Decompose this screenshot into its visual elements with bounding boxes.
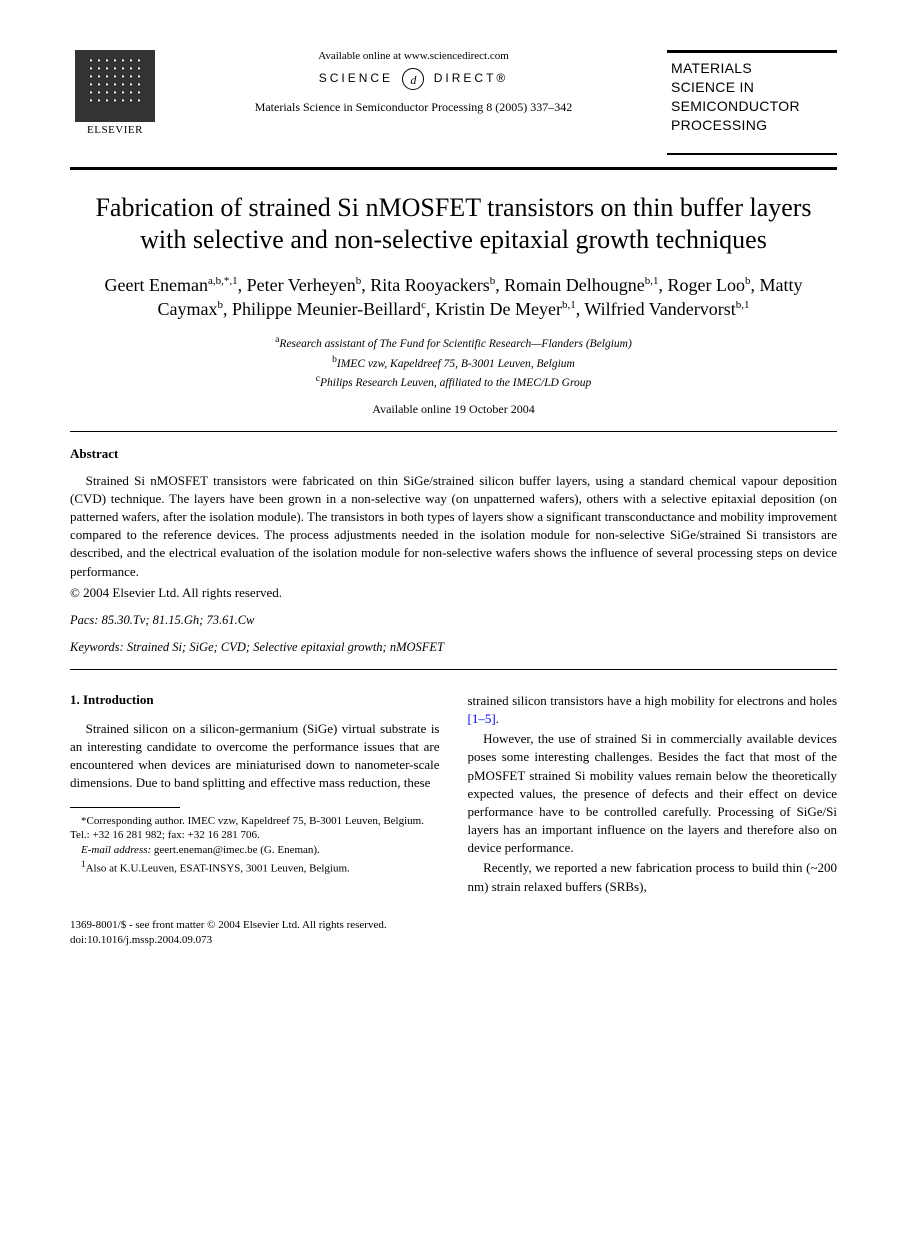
available-online-line: Available online at www.sciencedirect.co…	[170, 50, 657, 62]
pacs-label: Pacs:	[70, 613, 98, 627]
page-footer: 1369-8001/$ - see front matter © 2004 El…	[70, 918, 837, 948]
intro-para-2: strained silicon transistors have a high…	[468, 692, 838, 728]
section-1-heading: 1. Introduction	[70, 692, 440, 708]
elsevier-tree-icon	[75, 50, 155, 122]
abstract-text: Strained Si nMOSFET transistors were fab…	[70, 472, 837, 581]
page-header: ELSEVIER Available online at www.science…	[70, 50, 837, 155]
body-columns: 1. Introduction Strained silicon on a si…	[70, 692, 837, 898]
keywords-line: Keywords: Strained Si; SiGe; CVD; Select…	[70, 640, 837, 655]
article-title: Fabrication of strained Si nMOSFET trans…	[80, 192, 827, 257]
affiliation-c: cPhilips Research Leuven, affiliated to …	[70, 372, 837, 392]
corresponding-author-note: *Corresponding author. IMEC vzw, Kapeldr…	[70, 814, 440, 844]
sciencedirect-logo: SCIENCE d DIRECT®	[170, 68, 657, 90]
header-center: Available online at www.sciencedirect.co…	[160, 50, 667, 115]
available-date: Available online 19 October 2004	[70, 402, 837, 417]
abstract-rule-top	[70, 431, 837, 432]
intro-para-4: Recently, we reported a new fabrication …	[468, 859, 838, 895]
column-right: strained silicon transistors have a high…	[468, 692, 838, 898]
publisher-logo: ELSEVIER	[70, 50, 160, 136]
pacs-value: 85.30.Tv; 81.15.Gh; 73.61.Cw	[102, 613, 255, 627]
sd-right: DIRECT®	[434, 71, 509, 85]
journal-box-line: SCIENCE IN	[671, 78, 833, 97]
affiliation-b: bIMEC vzw, Kapeldreef 75, B-3001 Leuven,…	[70, 353, 837, 373]
abstract-rule-bottom	[70, 669, 837, 670]
journal-box-line: SEMICONDUCTOR	[671, 97, 833, 116]
title-rule-top	[70, 167, 837, 170]
pacs-line: Pacs: 85.30.Tv; 81.15.Gh; 73.61.Cw	[70, 613, 837, 628]
affiliations: aResearch assistant of The Fund for Scie…	[70, 333, 837, 392]
sd-d-icon: d	[402, 68, 424, 90]
intro-para-1: Strained silicon on a silicon-germanium …	[70, 720, 440, 793]
keywords-label: Keywords:	[70, 640, 124, 654]
also-at-note: 1Also at K.U.Leuven, ESAT-INSYS, 3001 Le…	[70, 858, 440, 877]
footnotes: *Corresponding author. IMEC vzw, Kapeldr…	[70, 814, 440, 877]
intro-para-3: However, the use of strained Si in comme…	[468, 730, 838, 857]
journal-title-box: MATERIALS SCIENCE IN SEMICONDUCTOR PROCE…	[667, 50, 837, 155]
journal-box-line: PROCESSING	[671, 116, 833, 135]
author-email[interactable]: geert.eneman@imec.be (G. Eneman).	[154, 844, 320, 856]
doi-line: doi:10.1016/j.mssp.2004.09.073	[70, 933, 837, 948]
author-list: Geert Enemana,b,*,1, Peter Verheyenb, Ri…	[70, 273, 837, 322]
abstract-heading: Abstract	[70, 446, 837, 462]
citation-link-1-5[interactable]: [1–5]	[468, 711, 496, 726]
footnote-rule	[70, 807, 180, 808]
affiliation-a: aResearch assistant of The Fund for Scie…	[70, 333, 837, 353]
keywords-value: Strained Si; SiGe; CVD; Selective epitax…	[127, 640, 444, 654]
journal-citation: Materials Science in Semiconductor Proce…	[170, 100, 657, 115]
journal-box-line: MATERIALS	[671, 59, 833, 78]
abstract-copyright: © 2004 Elsevier Ltd. All rights reserved…	[70, 585, 837, 601]
sd-left: SCIENCE	[319, 71, 393, 85]
column-left: 1. Introduction Strained silicon on a si…	[70, 692, 440, 898]
email-note: E-mail address: geert.eneman@imec.be (G.…	[70, 843, 440, 858]
issn-line: 1369-8001/$ - see front matter © 2004 El…	[70, 918, 837, 933]
publisher-name: ELSEVIER	[70, 124, 160, 136]
